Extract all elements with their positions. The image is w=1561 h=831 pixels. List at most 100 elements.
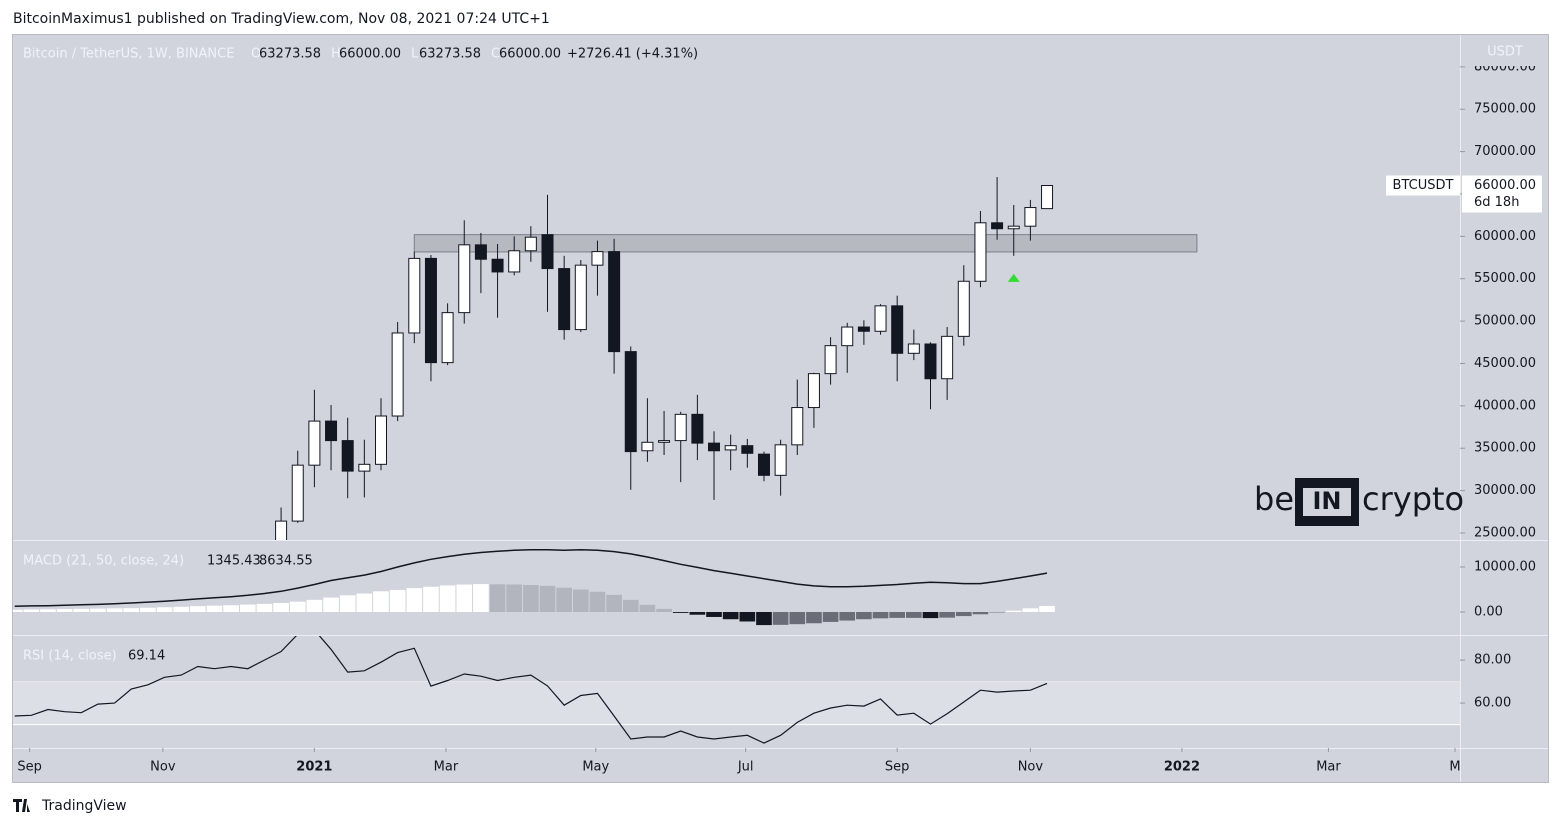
histogram-bar (556, 588, 572, 612)
macd-hist-value: 1345.43 (207, 554, 261, 569)
y-tick-label: 10000.00 (1474, 559, 1536, 574)
histogram-bar (573, 589, 589, 612)
candle-body (409, 258, 420, 333)
histogram-bar (606, 595, 622, 612)
candle-body (875, 306, 886, 331)
watermark-right: crypto (1362, 480, 1464, 518)
histogram-bar (823, 612, 839, 622)
chart-frame (13, 35, 1549, 783)
histogram-bar (123, 608, 139, 612)
histogram-bar (640, 605, 656, 612)
histogram-bar (939, 612, 955, 618)
y-tick-label: 35000.00 (1474, 441, 1536, 456)
histogram-bar (906, 612, 922, 618)
candle-body (908, 344, 919, 353)
histogram-bar (673, 612, 689, 613)
candle-body (825, 346, 836, 374)
candle-body (958, 281, 969, 336)
histogram-bar (257, 604, 273, 612)
histogram-bar (739, 612, 755, 621)
y-tick-label: 30000.00 (1474, 483, 1536, 498)
histogram-bar (773, 612, 789, 625)
histogram-bar (323, 598, 339, 612)
candle-body (1025, 208, 1036, 227)
histogram-bar (1039, 606, 1055, 612)
x-tick-label: Mar (1316, 760, 1341, 775)
legend-value: 63273.58 (259, 47, 321, 62)
candle-body (758, 454, 769, 475)
candle-body (459, 245, 470, 313)
histogram-bar (656, 609, 672, 612)
legend-value: 66000.00 (499, 47, 561, 62)
rsi-title: RSI (14, close) (23, 649, 117, 664)
histogram-bar (1023, 608, 1039, 612)
currency-label: USDT (1487, 45, 1523, 60)
candle-body (792, 408, 803, 445)
rsi-band (13, 682, 1460, 725)
x-tick-label: Mar (434, 760, 459, 775)
x-tick-label: May (582, 760, 609, 775)
histogram-bar (1006, 611, 1022, 612)
candle-body (292, 465, 303, 521)
histogram-bar (956, 612, 972, 616)
x-tick-label: Sep (17, 760, 42, 775)
histogram-bar (207, 606, 223, 612)
histogram-bar (240, 605, 256, 612)
histogram-bar (406, 588, 422, 612)
candle-body (992, 223, 1003, 229)
candle-body (642, 442, 653, 450)
histogram-bar (690, 612, 706, 615)
histogram-bar (523, 585, 539, 612)
legend-value: 63273.58 (419, 47, 481, 62)
histogram-bar (223, 605, 239, 612)
histogram-bar (440, 585, 456, 612)
candle-body (858, 327, 869, 331)
candle-body (442, 313, 453, 363)
x-tick-label: 2021 (296, 760, 332, 775)
candle-body (375, 416, 386, 464)
candle-body (842, 327, 853, 346)
candle-body (975, 223, 986, 281)
candle-body (525, 237, 536, 251)
histogram-bar (357, 594, 373, 612)
y-tick-label: 80.00 (1474, 653, 1511, 668)
histogram-bar (806, 612, 822, 623)
candle-body (575, 265, 586, 329)
y-tick-label: 60.00 (1474, 696, 1511, 711)
x-tick-label: Nov (1018, 760, 1044, 775)
histogram-bar (889, 612, 905, 618)
candle-body (1008, 226, 1019, 229)
candle-body (1042, 186, 1053, 209)
histogram-bar (923, 612, 939, 618)
candle-body (542, 235, 553, 269)
candle-body (659, 441, 670, 443)
candle-body (892, 306, 903, 353)
x-tick-label: 2022 (1164, 760, 1200, 775)
histogram-bar (290, 602, 306, 612)
histogram-bar (540, 586, 556, 612)
price-label: 66000.00 (1474, 178, 1536, 193)
candle-body (559, 269, 570, 330)
candle-body (592, 252, 603, 266)
symbol-label: BTCUSDT (1393, 178, 1454, 193)
candle-body (625, 352, 636, 452)
histogram-bar (423, 587, 439, 612)
macd-title: MACD (21, 50, close, 24) (23, 554, 184, 569)
histogram-bar (590, 592, 606, 612)
watermark-left: be (1254, 480, 1294, 518)
footer-brand: TradingView (41, 798, 127, 814)
x-tick-label: Sep (885, 760, 910, 775)
histogram-bar (756, 612, 772, 625)
legend-change: +2726.41 (+4.31%) (567, 47, 698, 62)
histogram-bar (373, 591, 389, 612)
candle-body (359, 464, 370, 471)
candle-body (309, 421, 320, 465)
legend-title: Bitcoin / TetherUS, 1W, BINANCE (23, 47, 234, 62)
candle-body (475, 245, 486, 259)
y-tick-label: 60000.00 (1474, 229, 1536, 244)
watermark-middle: IN (1312, 487, 1341, 515)
candle-body (709, 443, 720, 451)
histogram-bar (90, 609, 106, 612)
macd-line-value: 8634.55 (259, 554, 313, 569)
